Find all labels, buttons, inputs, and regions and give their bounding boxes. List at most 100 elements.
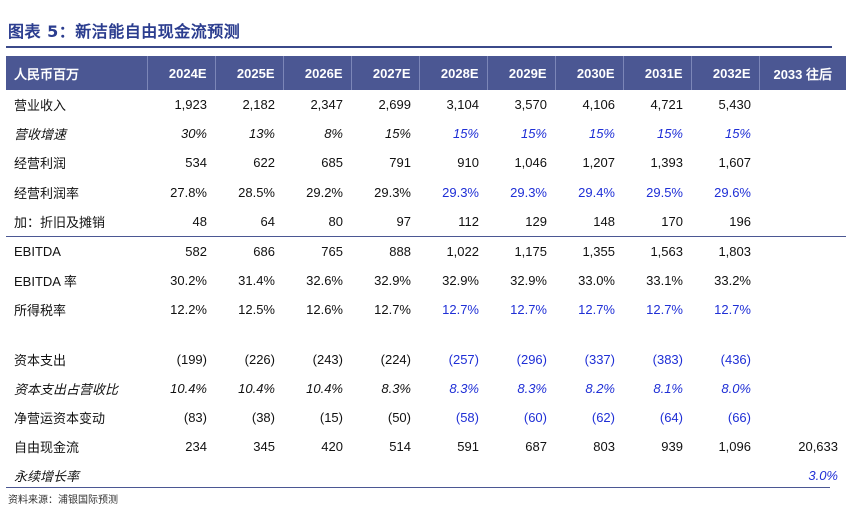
value-cell: 4,106 — [582, 97, 615, 113]
value-cell: 27.8% — [170, 184, 207, 200]
row-label: 经营利润 — [14, 156, 67, 172]
value-cell: 10.4% — [238, 380, 275, 396]
value-cell: 28.5% — [238, 184, 275, 200]
value-cell: 1,393 — [650, 155, 683, 171]
value-cell: (58) — [455, 409, 479, 425]
row-capex-to-revenue: 资本支出占营收比 10.4% 10.4% 10.4% 8.3% 8.3% 8.3% 8.2% 8… — [6, 374, 846, 403]
row-label: 经营利润率 — [14, 185, 80, 201]
value-cell — [759, 178, 846, 207]
value-cell: (83) — [183, 409, 207, 425]
row-label: 所得税率 — [14, 303, 67, 319]
value-cell: 148 — [593, 213, 615, 229]
value-cell: 29.3% — [442, 184, 479, 200]
value-cell: 32.9% — [374, 273, 411, 289]
value-cell: 29.5% — [646, 184, 683, 200]
value-cell: 15% — [384, 126, 411, 142]
row-label: EBITDA 率 — [14, 274, 77, 290]
value-cell: (296) — [516, 351, 547, 367]
value-cell: (66) — [727, 409, 751, 425]
figure-title: 图表 5：新洁能自由现金流预测 — [8, 22, 241, 41]
row-nwc-change: 净营运资本变动 (83) (38) (15) (50) (58) (60) (62) (64) (… — [6, 403, 846, 432]
value-cell: 97 — [396, 213, 411, 229]
value-cell: 8.0% — [721, 380, 751, 396]
value-cell: 5,430 — [718, 97, 751, 113]
value-cell: 15% — [452, 126, 479, 142]
value-cell — [759, 148, 846, 177]
value-cell: 12.7% — [374, 302, 411, 318]
header-year: 2028E — [418, 56, 487, 90]
value-cell: 12.7% — [646, 302, 683, 318]
value-cell: (64) — [659, 409, 683, 425]
value-cell: 12.7% — [578, 302, 615, 318]
value-cell: 13% — [248, 126, 275, 142]
row-revenue-growth: 营收增速 30% 13% 8% 15% 15% 15% 15% 15% 15% — [6, 119, 846, 148]
value-cell: 29.2% — [306, 184, 343, 200]
value-cell: 15% — [520, 126, 547, 142]
spacer-row — [6, 325, 846, 345]
value-cell: (224) — [380, 351, 411, 367]
value-cell: 8.3% — [449, 380, 479, 396]
value-cell: (243) — [312, 351, 343, 367]
row-label: 自由现金流 — [14, 440, 80, 456]
value-cell: 33.0% — [578, 273, 615, 289]
value-cell: 591 — [457, 439, 479, 455]
row-label: 永续增长率 — [14, 469, 80, 485]
value-cell: 234 — [185, 439, 207, 455]
value-cell: 2,699 — [378, 97, 411, 113]
value-cell: 12.7% — [510, 302, 547, 318]
value-cell: 2,347 — [310, 97, 343, 113]
spacer-cell — [6, 325, 846, 345]
value-cell: 129 — [525, 213, 547, 229]
fcf-forecast-table: 人民币百万 2024E 2025E 2026E 2027E 2028E 2029… — [6, 56, 846, 490]
value-cell: 12.7% — [442, 302, 479, 318]
value-cell: 10.4% — [306, 380, 343, 396]
value-cell: 12.6% — [306, 302, 343, 318]
value-cell — [759, 295, 846, 324]
value-cell: (383) — [652, 351, 683, 367]
value-cell: 1,175 — [487, 235, 555, 267]
value-cell: (62) — [591, 409, 615, 425]
value-cell: (50) — [387, 409, 411, 425]
value-cell: 12.5% — [238, 302, 275, 318]
table-header-row: 人民币百万 2024E 2025E 2026E 2027E 2028E 2029… — [6, 56, 846, 90]
value-cell: 170 — [661, 213, 683, 229]
header-year: 2024E — [146, 56, 215, 90]
value-cell: 30.2% — [170, 273, 207, 289]
value-cell: 8.2% — [585, 380, 615, 396]
title-bar: 图表 5：新洁能自由现金流预测 — [6, 6, 832, 48]
value-cell: 30% — [180, 126, 207, 142]
value-cell: 1,207 — [582, 155, 615, 171]
row-label: 营业收入 — [14, 98, 67, 114]
row-tax-rate: 所得税率 12.2% 12.5% 12.6% 12.7% 12.7% 12.7% 12.7% 1… — [6, 295, 846, 324]
value-cell: 29.3% — [510, 184, 547, 200]
bottom-rule — [6, 487, 830, 488]
value-cell: 48 — [192, 213, 207, 229]
value-cell: (337) — [584, 351, 615, 367]
value-cell: 685 — [321, 155, 343, 171]
value-cell: (15) — [319, 409, 343, 425]
row-capex: 资本支出 (199) (226) (243) (224) (257) (296) (337) (… — [6, 345, 846, 374]
value-cell: 420 — [321, 439, 343, 455]
row-da: 加：折旧及摊销 48 64 80 97 112 129 148 170 196 — [6, 207, 846, 237]
value-cell — [759, 403, 846, 432]
value-cell: 791 — [389, 155, 411, 171]
value-cell: 29.4% — [578, 184, 615, 200]
header-year: 2027E — [350, 56, 419, 90]
row-terminal-growth: 永续增长率 3.0% — [6, 461, 846, 490]
value-cell: 32.9% — [442, 273, 479, 289]
header-year: 2026E — [282, 56, 351, 90]
row-operating-margin: 经营利润率 27.8% 28.5% 29.2% 29.3% 29.3% 29.3% 29.4%… — [6, 178, 846, 207]
value-cell: 29.3% — [374, 184, 411, 200]
value-cell: 33.2% — [714, 273, 751, 289]
value-cell: 3,104 — [446, 97, 479, 113]
value-cell: 1,355 — [555, 235, 623, 267]
value-cell — [759, 235, 846, 267]
value-cell: 514 — [389, 439, 411, 455]
value-cell: 686 — [215, 235, 283, 267]
value-cell: 31.4% — [238, 273, 275, 289]
header-year: 2032E — [690, 56, 759, 90]
value-cell: 10.4% — [170, 380, 207, 396]
row-fcf: 自由现金流 234 345 420 514 591 687 803 939 1,096 20,633 — [6, 432, 846, 461]
value-cell: 15% — [588, 126, 615, 142]
value-cell: 15% — [724, 126, 751, 142]
